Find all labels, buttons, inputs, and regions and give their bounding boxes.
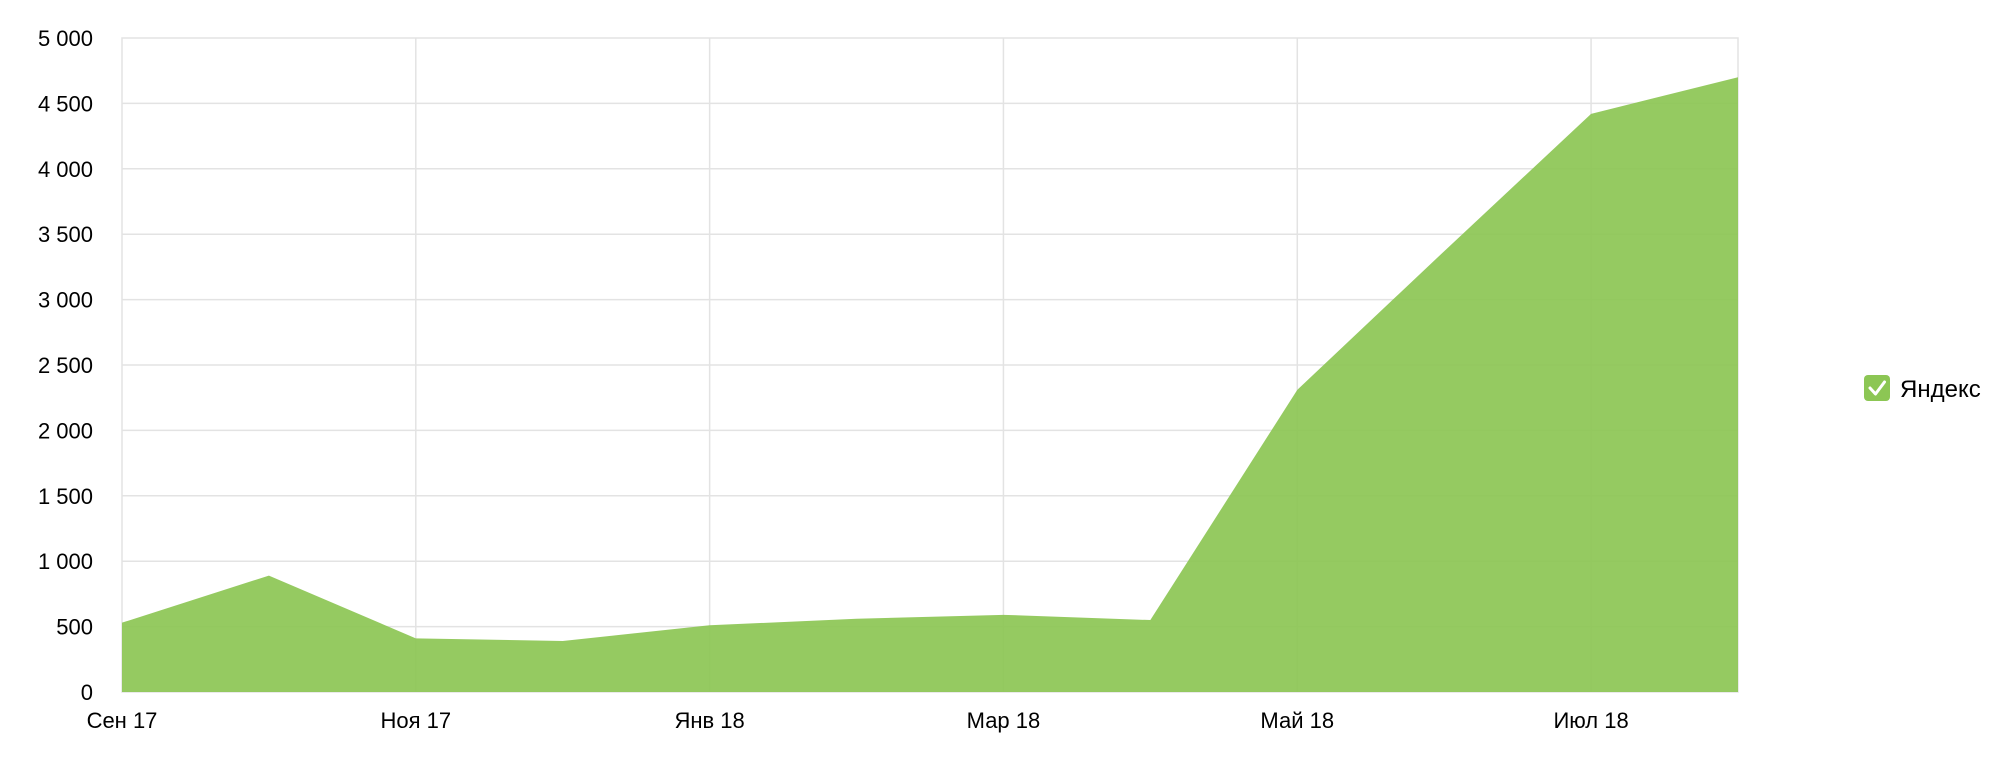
x-tick-label: Ноя 17 — [381, 708, 452, 733]
legend-item-yandex[interactable]: Яндекс — [1864, 375, 1981, 403]
y-tick-label: 3 500 — [38, 222, 93, 247]
x-tick-label: Мар 18 — [967, 708, 1041, 733]
y-tick-label: 2 500 — [38, 353, 93, 378]
y-tick-label: 1 000 — [38, 549, 93, 574]
legend-label: Яндекс — [1900, 376, 1981, 403]
y-tick-label: 1 500 — [38, 484, 93, 509]
y-tick-label: 5 000 — [38, 26, 93, 51]
y-tick-label: 3 000 — [38, 288, 93, 313]
area-series-yandex — [122, 77, 1738, 693]
x-tick-label: Янв 18 — [674, 708, 744, 733]
y-tick-label: 2 000 — [38, 418, 93, 443]
y-tick-label: 0 — [81, 680, 93, 705]
y-tick-label: 500 — [56, 615, 93, 640]
x-tick-label: Сен 17 — [87, 708, 158, 733]
legend-checkbox[interactable] — [1864, 375, 1890, 401]
series-layer — [122, 77, 1738, 693]
y-tick-label: 4 500 — [38, 91, 93, 116]
legend[interactable]: Яндекс — [1864, 375, 1981, 403]
x-tick-label: Июл 18 — [1553, 708, 1628, 733]
checkmark-icon — [1868, 380, 1886, 396]
axis-layer: 0 500 1 000 1 500 2 000 2 500 3 000 3 500 4 000 4… — [38, 26, 1629, 733]
x-tick-label: Май 18 — [1260, 708, 1334, 733]
y-tick-label: 4 000 — [38, 157, 93, 182]
